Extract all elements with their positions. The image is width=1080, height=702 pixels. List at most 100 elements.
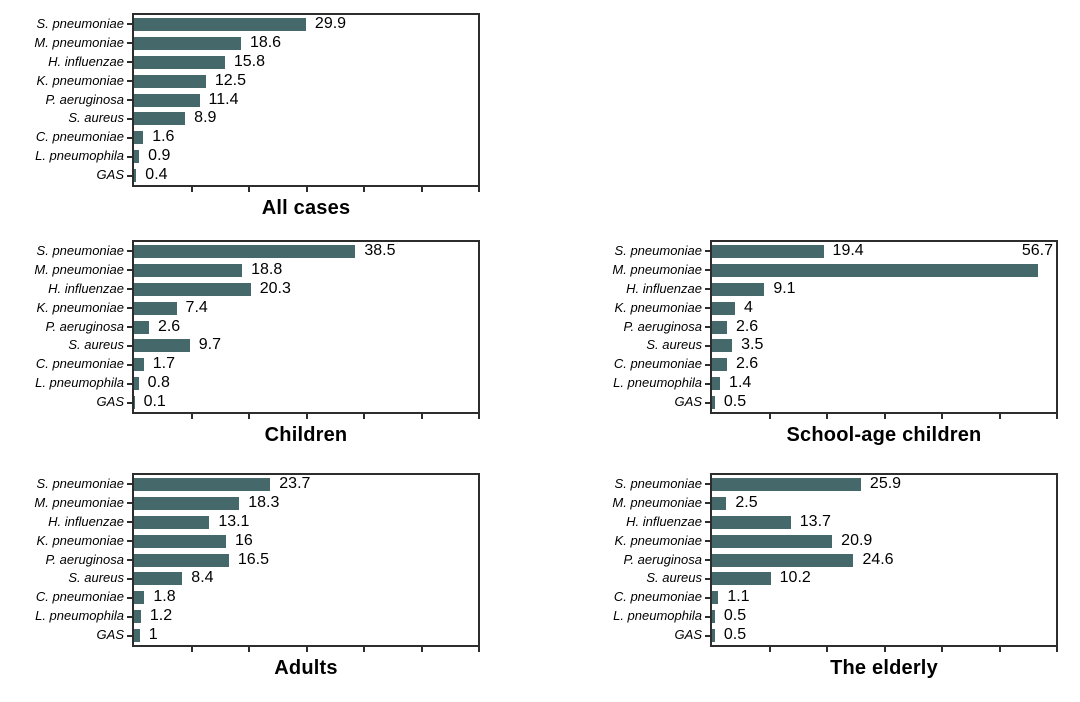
bar [712, 572, 771, 586]
category-label: K. pneumoniae [36, 532, 124, 548]
bar-value-label: 0.5 [723, 607, 747, 625]
bar [134, 572, 183, 586]
bar-value-label: 9.7 [198, 336, 222, 354]
category-label: S. aureus [68, 337, 124, 353]
bar [712, 320, 727, 334]
y-axis-tick [705, 326, 710, 328]
y-axis-tick [127, 363, 132, 366]
category-label: P. aeruginosa [45, 91, 124, 107]
bar [134, 301, 177, 315]
y-axis-tick [127, 99, 132, 101]
category-label: S. aureus [68, 570, 124, 586]
bar-value-label: 1.7 [152, 355, 176, 373]
y-axis-tick [705, 634, 710, 637]
y-axis-tick [127, 80, 132, 83]
bar [134, 282, 251, 296]
y-axis-tick [705, 401, 710, 404]
chart-title: School-age children [786, 424, 982, 446]
y-axis-tick [705, 615, 710, 618]
bar-value-label: 8.9 [194, 109, 217, 127]
bar [134, 169, 137, 183]
y-axis-tick [705, 344, 710, 347]
bar-value-label: 13.7 [799, 512, 831, 530]
bar-value-label: 2.5 [735, 493, 758, 511]
y-axis-tick [705, 521, 710, 524]
bar [712, 629, 715, 643]
chart-school-age-children: 19.4 56.7 9.1 4 2.6 3.5 2.6 1.4 0.5 School-age c… [578, 240, 1064, 452]
bar-value-label: 1.2 [149, 607, 173, 625]
bar-value-label: 0.5 [723, 393, 747, 411]
plot-area: 23.7 18.3 13.1 16 16.5 8.4 1.8 1.2 1 [132, 473, 480, 647]
bar-value-label: 1.8 [153, 588, 176, 606]
bar-value-label: 18.8 [251, 260, 283, 278]
bar-value-label: 16 [235, 531, 253, 549]
y-axis-tick [705, 269, 710, 272]
bar-value-label: 10.2 [779, 569, 811, 587]
plot-area: 19.4 56.7 9.1 4 2.6 3.5 2.6 1.4 0.5 [710, 240, 1058, 414]
bar-value-label: 7.4 [185, 298, 208, 316]
x-axis-tick [1056, 647, 1058, 652]
bar-value-label: 1.1 [727, 588, 750, 606]
category-label: H. influenzae [626, 513, 702, 529]
bar [712, 553, 854, 567]
x-axis-tick [305, 647, 308, 652]
bar-value-label: 9.1 [773, 279, 796, 297]
bar [712, 396, 715, 410]
category-label: L. pneumophila [35, 608, 124, 624]
bar-value-label: 20.9 [841, 531, 873, 549]
bar-value-label: 1.6 [152, 128, 175, 146]
y-axis-tick [127, 634, 132, 637]
x-axis-tick [941, 414, 943, 419]
category-label: GAS [96, 394, 124, 410]
y-axis-tick [127, 615, 132, 618]
x-axis-tick [363, 414, 365, 419]
category-label: S. aureus [68, 110, 124, 126]
category-label: K. pneumoniae [36, 72, 124, 88]
bar-value-label: 29.9 [314, 15, 347, 32]
bar [134, 263, 243, 277]
y-axis-tick [127, 483, 132, 486]
category-label: C. pneumoniae [613, 356, 702, 372]
chart-adults: 23.7 18.3 13.1 16 16.5 8.4 1.8 1.2 1 Adults S. p… [0, 473, 486, 685]
bar [712, 263, 1039, 277]
bar-value-label: 38.5 [364, 242, 396, 259]
y-axis-tick [127, 577, 132, 580]
bar [134, 131, 144, 145]
category-label: H. influenzae [48, 280, 124, 296]
y-axis-tick [127, 155, 132, 158]
x-axis-tick [363, 647, 365, 652]
bar-value-label: 0.1 [143, 393, 166, 411]
bar-value-label: 2.6 [735, 355, 759, 373]
y-axis-tick [127, 136, 132, 139]
category-label: M. pneumoniae [34, 494, 124, 510]
bar-value-label: 8.4 [191, 569, 214, 587]
category-label: H. influenzae [626, 280, 702, 296]
plot-area: 29.9 18.6 15.8 12.5 11.4 8.9 1.6 0.9 0.4 [132, 13, 480, 187]
x-axis-tick [883, 647, 886, 652]
y-axis-tick [127, 117, 132, 120]
category-label: H. influenzae [48, 513, 124, 529]
x-axis-tick [1056, 414, 1058, 419]
y-axis-tick [127, 382, 132, 385]
y-axis-tick [127, 23, 132, 26]
category-label: P. aeruginosa [45, 318, 124, 334]
category-label: K. pneumoniae [614, 532, 702, 548]
x-axis-tick [420, 647, 423, 652]
x-axis-tick [305, 187, 308, 192]
x-axis-tick [190, 187, 193, 192]
bar-value-label: 24.6 [862, 550, 894, 568]
bar [134, 377, 139, 391]
bar-value-label: 2.6 [157, 317, 181, 335]
chart-title: All cases [261, 197, 351, 219]
category-label: P. aeruginosa [623, 318, 702, 334]
bar-value-label: 1.4 [729, 374, 752, 392]
bar [712, 591, 719, 605]
y-axis-tick [127, 61, 132, 64]
x-axis-tick [305, 414, 308, 419]
x-axis-tick [768, 647, 771, 652]
x-axis-tick [248, 414, 250, 419]
x-axis-tick [941, 647, 943, 652]
bar [712, 515, 791, 529]
bar [712, 301, 735, 315]
bar [134, 150, 140, 164]
